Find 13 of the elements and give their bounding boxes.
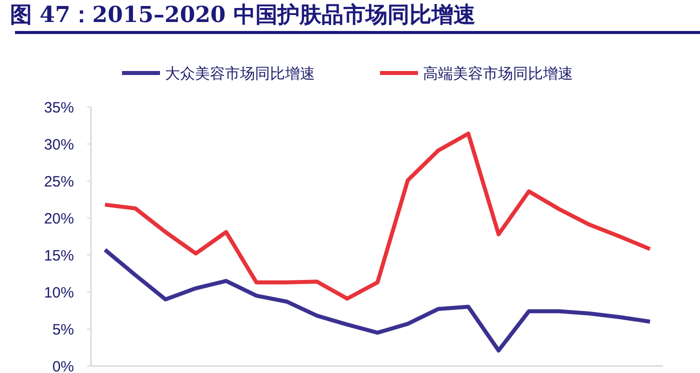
legend-label: 高端美容市场同比增速 <box>423 64 573 82</box>
legend-label: 大众美容市场同比增速 <box>165 64 315 82</box>
y-tick-label: 20% <box>44 210 74 228</box>
chart-title: 图 47：2015–2020 中国护肤品市场同比增速 <box>10 2 476 28</box>
line-series <box>103 248 652 352</box>
y-tick-label: 30% <box>44 136 74 154</box>
line-series <box>103 132 652 301</box>
y-tick-label: 10% <box>44 284 74 302</box>
y-tick-label: 15% <box>44 247 74 264</box>
y-tick-label: 5% <box>52 321 74 338</box>
y-tick-label: 25% <box>44 173 74 190</box>
y-tick-label: 35% <box>44 99 74 116</box>
y-tick-label: 0% <box>52 358 74 373</box>
